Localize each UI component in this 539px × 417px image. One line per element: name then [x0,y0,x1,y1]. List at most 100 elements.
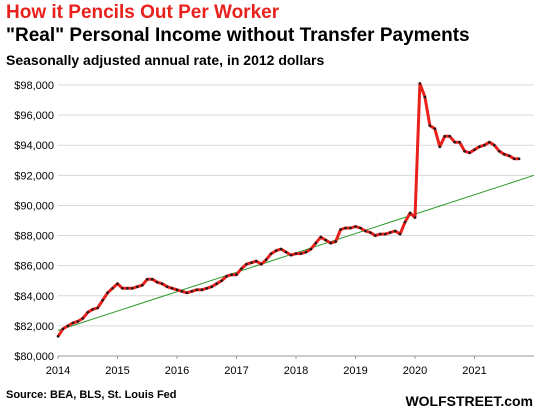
y-tick-label: $84,000 [14,291,54,303]
data-point [56,335,60,338]
data-point [304,250,308,254]
data-point [255,259,258,263]
data-point [349,226,352,230]
data-point [453,140,456,144]
data-point [145,277,149,281]
data-point [71,321,75,325]
x-tick-label: 2015 [105,365,129,377]
data-point [141,283,144,287]
data-point [165,285,169,289]
data-point [364,229,367,233]
data-point [294,252,298,255]
data-point [339,228,342,231]
data-point [463,149,466,153]
data-point [438,145,442,149]
data-point [66,324,70,328]
y-tick-label: $88,000 [14,231,54,243]
data-point [245,262,248,266]
y-tick-label: $94,000 [14,140,54,152]
x-tick-label: 2014 [46,365,70,377]
data-point [359,226,362,230]
data-point [498,149,501,153]
data-point [379,232,382,236]
data-point [81,317,85,320]
data-point [289,253,293,257]
data-point [314,241,318,245]
data-point [225,274,228,278]
data-point [210,285,213,289]
data-point [61,327,65,331]
data-point [423,95,427,99]
data-point [264,258,268,261]
data-point [126,286,129,290]
data-point [428,124,432,127]
data-point [388,231,392,234]
data-point [155,280,159,284]
chart-subtitle: "Real" Personal Income without Transfer … [6,25,470,46]
data-point [175,288,179,292]
data-point [309,247,313,251]
data-point [200,288,204,292]
data-point [235,273,238,277]
y-tick-label: $86,000 [14,261,54,273]
y-tick-label: $98,000 [14,80,54,92]
data-point [512,157,516,161]
source-note: Source: BEA, BLS, St. Louis Fed [6,389,177,401]
data-point [408,211,412,215]
data-point [284,250,288,254]
brand-logo-text: WOLFSTREET.com [405,393,533,409]
data-point [121,286,124,290]
data-point [383,232,387,236]
x-axis-ticks: 2014 2015 2016 2017 2018 2019 2020 2021 [46,356,487,377]
data-point [448,134,451,138]
data-point [403,220,407,224]
data-point [101,298,104,302]
data-point [299,252,303,255]
data-point [136,285,139,289]
data-point [507,154,511,158]
data-point [230,273,233,277]
y-tick-label: $80,000 [14,351,54,363]
data-point [180,289,184,293]
data-point [170,286,174,290]
data-point [488,140,491,144]
data-point [458,140,461,144]
data-point [240,267,243,270]
data-point [478,145,481,149]
data-point [96,306,99,310]
data-point [517,157,521,161]
data-point [195,288,199,292]
data-point [344,226,347,230]
data-point [116,282,119,286]
data-point [76,320,80,323]
data-point [393,229,397,233]
data-point [106,291,109,295]
data-point [86,311,90,314]
data-point [160,282,164,286]
data-point [260,262,263,266]
x-tick-label: 2016 [165,365,189,377]
data-point [502,152,506,156]
series-group [56,82,535,338]
data-point [483,143,486,147]
data-point [374,234,377,237]
data-point [468,151,471,155]
data-point [205,286,209,290]
data-point [334,240,337,243]
data-point [433,127,437,130]
data-point [443,134,447,138]
data-point [354,225,357,228]
data-point [418,82,422,85]
data-point [131,286,134,290]
data-point [413,216,417,219]
y-tick-label: $96,000 [14,110,54,122]
x-tick-label: 2021 [462,365,486,377]
x-tick-label: 2019 [343,365,367,377]
data-point [269,252,273,255]
x-tick-label: 2020 [403,365,427,377]
y-tick-label: $90,000 [14,200,54,212]
data-point [279,247,283,251]
data-point [250,261,253,264]
data-point [91,308,94,311]
chart-title: How it Pencils Out Per Worker [6,2,280,23]
